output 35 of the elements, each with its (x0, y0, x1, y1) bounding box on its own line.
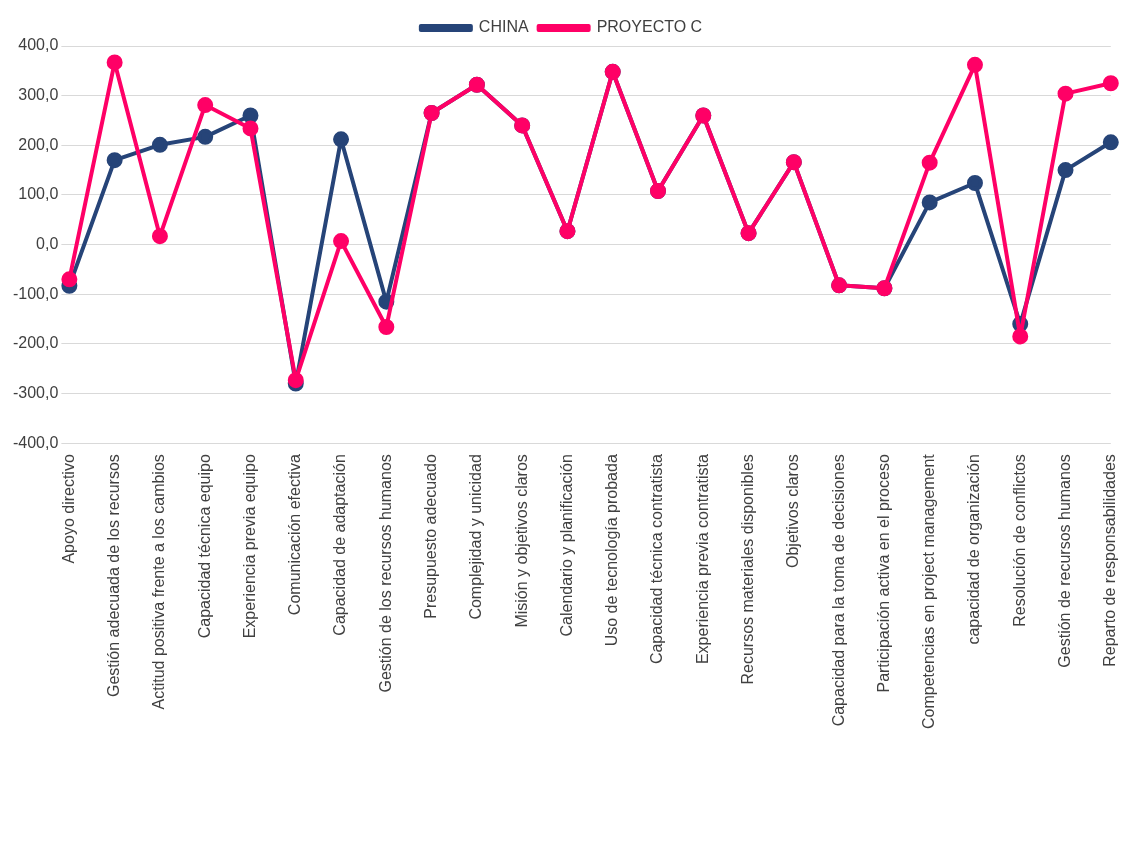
y-tick-label: 200,0 (18, 135, 59, 153)
x-tick-label: Experiencia previa equipo (240, 454, 258, 639)
x-tick-label: Capacidad técnica contratista (648, 454, 666, 665)
x-tick-label: Calendario y planificación (557, 454, 575, 637)
y-tick-label: -100,0 (12, 284, 59, 302)
x-tick-label: Capacidad para la toma de decisiones (829, 454, 847, 727)
x-tick-label: Resolución de conflictos (1010, 454, 1028, 627)
x-tick-label: Actitud positiva frente a los cambios (150, 454, 168, 710)
y-tick-label: -300,0 (12, 383, 59, 401)
y-tick-label: -200,0 (12, 334, 59, 352)
x-tick-label: Apoyo directivo (59, 454, 77, 564)
x-tick-label: Gestión adecuada de los recursos (105, 454, 123, 697)
x-tick-label: Gestión de los recursos humanos (376, 454, 394, 693)
x-tick-label: Capacidad de adaptación (331, 454, 349, 636)
x-tick-label: Objetivos claros (784, 454, 802, 569)
x-tick-label: Uso de tecnología probada (603, 454, 621, 647)
x-tick-label: Participación activa en el proceso (874, 454, 892, 693)
x-tick-label: Experiencia previa contratista (693, 454, 711, 665)
y-tick-label: 300,0 (18, 86, 59, 104)
x-tick-label: Competencias en project management (920, 453, 938, 730)
x-tick-label: Presupuesto adecuado (422, 454, 440, 619)
legend-label: CHINA (478, 18, 529, 36)
legend-label: PROYECTO C (596, 18, 703, 36)
x-tick-label: Comunicación efectiva (286, 454, 304, 616)
x-tick-label: Misión y objetivos claros (512, 454, 530, 628)
y-tick-label: 400,0 (18, 36, 59, 54)
x-tick-label: Capacidad técnica equipo (195, 454, 213, 639)
x-tick-label: Recursos materiales disponibles (738, 454, 756, 685)
y-tick-label: 0,0 (36, 235, 59, 252)
x-tick-label: capacidad de organización (965, 454, 983, 645)
x-tick-label: Gestión de recursos humanos (1055, 454, 1073, 668)
x-tick-label: Reparto de responsabilidades (1101, 454, 1119, 667)
x-tick-label: Complejidad y unicidad (467, 454, 485, 620)
y-tick-label: -400,0 (12, 433, 59, 451)
y-tick-label: 100,0 (18, 185, 59, 203)
